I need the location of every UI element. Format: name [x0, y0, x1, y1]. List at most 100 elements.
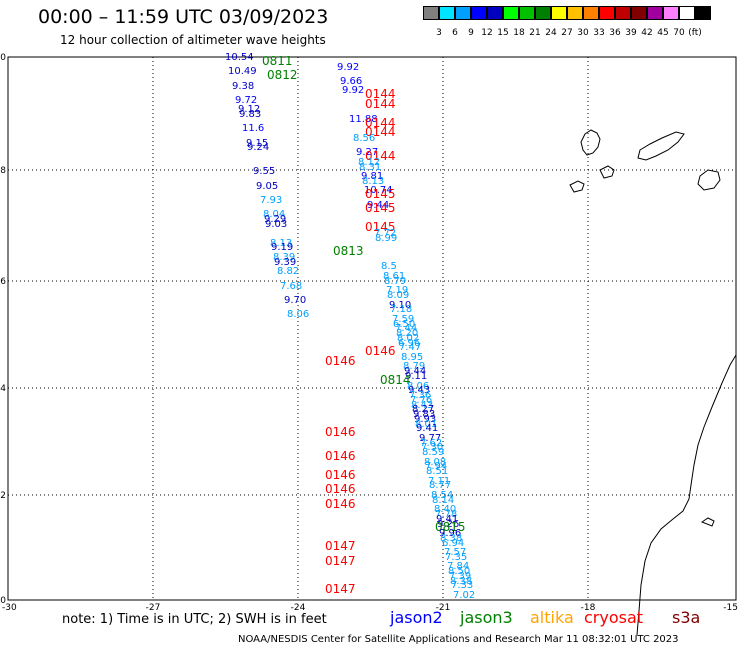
colorbar-swatch [551, 6, 567, 20]
african-coast [636, 354, 737, 636]
pass-time-label: 0814 [380, 373, 411, 387]
wave-height-label: 7.76 [410, 395, 432, 406]
wave-height-label: 7.84 [447, 561, 469, 572]
pass-time-label: 0146 [325, 449, 356, 463]
wave-height-label: 8.99 [375, 233, 397, 244]
latitude-label: 28 [0, 166, 6, 176]
wave-height-label: 9.10 [389, 300, 411, 311]
colorbar-tick-label: 9 [468, 28, 474, 38]
wave-height-label: 8.59 [422, 447, 444, 458]
wave-height-label: 9.29 [264, 214, 286, 225]
pass-time-label: 0144 [365, 97, 396, 111]
wave-height-label: 9.66 [340, 76, 362, 87]
longitude-label: -24 [291, 603, 306, 613]
colorbar-swatch [423, 6, 439, 20]
colorbar-swatch [439, 6, 455, 20]
canary-islands-gomera [599, 165, 615, 179]
wave-height-label: 9.92 [337, 62, 359, 73]
latitude-label: 24 [0, 384, 6, 394]
wave-height-label: 9.41 [416, 423, 438, 434]
wave-height-label: 8.13 [270, 238, 292, 249]
pass-time-label: 0146 [325, 354, 356, 368]
map-subtitle: 12 hour collection of altimeter wave hei… [60, 33, 326, 47]
pass-time-label: 0144 [365, 149, 396, 163]
wave-height-label: 9.93 [414, 414, 436, 425]
colorbar-tick-label: 12 [481, 28, 493, 38]
wave-height-label: 7.59 [392, 314, 414, 325]
pass-time-label: 0811 [262, 54, 293, 68]
pass-time-label: 0147 [325, 554, 356, 568]
wave-height-label: 8.56 [353, 133, 375, 144]
pass-time-label: 0146 [325, 497, 356, 511]
colorbar-swatch [503, 6, 519, 20]
pass-time-label: 0815 [435, 520, 466, 534]
wave-height-label: 8.40 [434, 504, 456, 515]
colorbar-swatch [455, 6, 471, 20]
wave-height-label: 6.94 [442, 538, 464, 549]
wave-height-label: 9.39 [274, 257, 296, 268]
wave-height-label: 8.09 [387, 290, 409, 301]
colorbar-swatch [679, 6, 695, 20]
wave-height-label: 9.41 [436, 514, 458, 525]
wave-height-label: 6.96 [398, 338, 420, 349]
wave-height-label: 7.19 [386, 285, 408, 296]
pass-time-label: 0812 [267, 68, 298, 82]
wave-height-label: 7.35 [445, 552, 467, 563]
wave-height-label: 7.18 [390, 304, 412, 315]
wave-height-label: 8.82 [277, 266, 299, 277]
wave-height-label: 11.88 [349, 114, 378, 125]
pass-time-label: 0147 [325, 539, 356, 553]
wave-height-label: 8.06 [407, 381, 429, 392]
colorbar-swatch [471, 6, 487, 20]
latitude-label: 26 [0, 277, 6, 287]
latitude-label: 22 [0, 491, 6, 501]
wave-height-label: 7.30 [421, 442, 443, 453]
wave-height-label: 7.47 [399, 342, 421, 353]
credit-line: NOAA/NESDIS Center for Satellite Applica… [238, 634, 679, 645]
colorbar-swatch [487, 6, 503, 20]
wave-height-label: 8.14 [432, 495, 454, 506]
wave-height-label: 7.11 [428, 476, 450, 487]
map-frame [7, 56, 737, 601]
latitude-label: 30 [0, 53, 6, 63]
canary-islands-grancanaria [697, 169, 721, 191]
legend-entry-jason2: jason2 [390, 608, 443, 627]
wave-height-label: 9.27 [356, 147, 378, 158]
wave-height-label: 7.44 [395, 323, 417, 334]
colorbar-tick-label: 3 [436, 28, 442, 38]
canary-islands-small [569, 180, 585, 193]
wave-height-label: 7.36 [409, 390, 431, 401]
wave-height-label: 8.51 [426, 466, 448, 477]
wave-height-label: 11.6 [242, 123, 264, 134]
pass-time-label: 0146 [365, 344, 396, 358]
wave-height-label: 7.94 [425, 461, 447, 472]
longitude-label: -15 [723, 603, 738, 613]
wave-height-label: 8.77 [429, 480, 451, 491]
colorbar-tick-label: 24 [545, 28, 557, 38]
pass-time-label: 0146 [325, 425, 356, 439]
wave-height-label: 10.49 [228, 66, 257, 77]
wave-height-label: 8.20 [396, 328, 418, 339]
wave-height-label: 9.72 [235, 95, 257, 106]
wave-height-label: 9.24 [247, 142, 269, 153]
wave-height-label: 8.79 [403, 361, 425, 372]
pass-time-label: 0144 [365, 116, 396, 130]
longitude-label: -21 [436, 603, 451, 613]
wave-height-label: 9.92 [342, 85, 364, 96]
wave-height-label: 9.05 [256, 181, 278, 192]
colorbar-tick-label: 18 [513, 28, 525, 38]
wave-height-label: 7.72 [374, 228, 396, 239]
wave-height-label: 8.38 [450, 576, 472, 587]
latitude-label: 20 [0, 596, 6, 606]
wave-height-label: 7.02 [453, 590, 475, 601]
wave-height-label: 9.55 [253, 166, 275, 177]
wave-height-label: 9.96 [439, 528, 461, 539]
pass-time-label: 0145 [365, 201, 396, 215]
wave-height-label: 10.74 [364, 185, 393, 196]
wave-height-label: 9.11 [405, 371, 427, 382]
colorbar-swatch [695, 6, 711, 20]
wave-height-label: 8.06 [287, 309, 309, 320]
wave-height-label: 8.31 [359, 162, 381, 173]
